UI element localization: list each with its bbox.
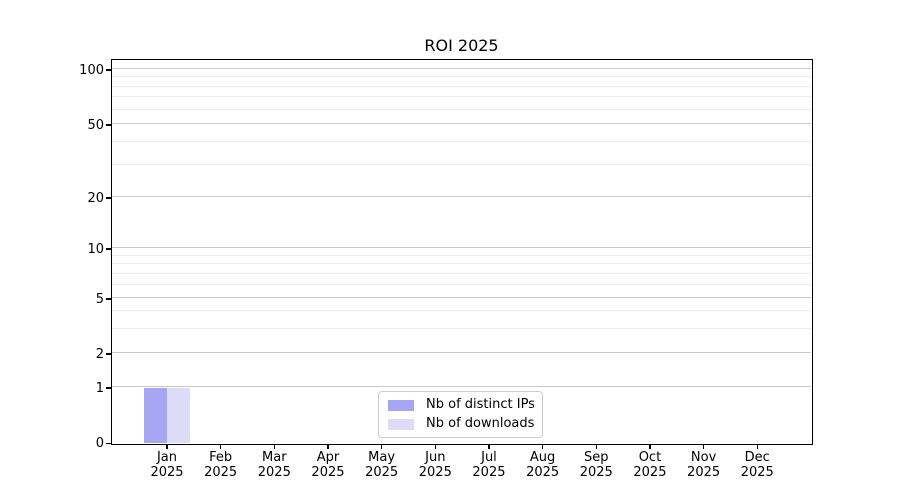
gridline-major bbox=[111, 123, 811, 124]
x-tick-label: Apr 2025 bbox=[288, 450, 368, 480]
x-tick-label-year: 2025 bbox=[311, 464, 345, 480]
y-tick bbox=[106, 442, 111, 445]
legend-row: Nb of distinct IPs bbox=[388, 397, 535, 412]
x-tick bbox=[273, 443, 276, 449]
gridline-minor bbox=[111, 140, 811, 142]
chart-title: ROI 2025 bbox=[424, 36, 499, 55]
legend-swatch bbox=[388, 399, 414, 411]
gridline-minor bbox=[111, 96, 811, 98]
x-tick-label: Mar 2025 bbox=[234, 450, 314, 480]
gridline-major bbox=[111, 196, 811, 197]
y-tick-label: 0 bbox=[95, 436, 104, 451]
gridline-minor bbox=[111, 327, 811, 329]
x-tick-label-year: 2025 bbox=[526, 464, 560, 480]
plot-area bbox=[110, 58, 813, 445]
y-tick bbox=[106, 298, 111, 300]
legend: Nb of distinct IPs Nb of downloads bbox=[378, 391, 543, 438]
y-tick-label: 1 bbox=[95, 380, 104, 396]
y-tick bbox=[106, 197, 111, 199]
x-tick-label: Dec 2025 bbox=[717, 450, 797, 480]
x-tick bbox=[541, 443, 544, 449]
x-tick-label-year: 2025 bbox=[150, 464, 184, 480]
x-tick-label: Jan 2025 bbox=[127, 450, 207, 480]
x-tick bbox=[434, 443, 437, 449]
y-tick-label: 20 bbox=[87, 190, 104, 206]
x-tick-label-year: 2025 bbox=[740, 464, 774, 480]
x-tick-label-year: 2025 bbox=[579, 464, 613, 480]
y-tick-label: 2 bbox=[95, 346, 104, 362]
y-tick-label: 10 bbox=[87, 241, 104, 257]
x-tick-label-month: Nov bbox=[690, 450, 717, 465]
x-tick-label: Feb 2025 bbox=[181, 450, 261, 480]
x-tick-label-year: 2025 bbox=[633, 464, 667, 480]
gridline-minor bbox=[111, 76, 811, 78]
gridline-minor bbox=[111, 254, 811, 256]
gridline-major bbox=[111, 297, 811, 298]
x-tick bbox=[327, 443, 329, 449]
legend-row: Nb of downloads bbox=[388, 416, 535, 431]
x-tick-label-month: Sep bbox=[584, 450, 609, 465]
gridline-major bbox=[111, 247, 811, 248]
gridline-minor bbox=[111, 310, 811, 312]
y-tick bbox=[106, 387, 111, 389]
x-tick-label-month: Jan bbox=[156, 450, 178, 465]
x-tick bbox=[488, 443, 490, 449]
gridline-major bbox=[111, 386, 811, 387]
gridline-minor bbox=[111, 283, 811, 285]
legend-label: Nb of downloads bbox=[426, 416, 535, 431]
x-tick-label-month: Jun bbox=[425, 450, 446, 465]
y-tick-label: 5 bbox=[95, 291, 104, 307]
x-tick-label-year: 2025 bbox=[687, 464, 721, 480]
x-tick bbox=[756, 443, 758, 449]
x-tick bbox=[219, 443, 222, 449]
x-tick-label-month: Dec bbox=[744, 450, 770, 465]
x-tick bbox=[166, 443, 168, 449]
y-tick-label: 50 bbox=[87, 117, 104, 133]
legend-swatch bbox=[388, 418, 414, 430]
bar bbox=[166, 387, 190, 443]
x-tick-label-month: May bbox=[368, 450, 396, 465]
x-tick-label-month: Feb bbox=[209, 450, 233, 465]
gridline-minor bbox=[111, 163, 811, 165]
x-tick-label: May 2025 bbox=[342, 450, 422, 480]
x-tick-label-month: Apr bbox=[316, 450, 340, 465]
x-tick-label-month: Mar bbox=[262, 450, 287, 465]
gridline-minor bbox=[111, 263, 811, 265]
y-tick bbox=[106, 69, 111, 71]
x-tick-label-year: 2025 bbox=[418, 464, 452, 480]
x-tick-label-month: Jul bbox=[481, 450, 497, 465]
legend-label: Nb of distinct IPs bbox=[426, 397, 535, 412]
x-tick-label: Oct 2025 bbox=[610, 450, 690, 480]
x-tick-label: Sep 2025 bbox=[556, 450, 636, 480]
x-tick-label: Jun 2025 bbox=[395, 450, 475, 480]
x-tick bbox=[649, 443, 651, 449]
y-tick bbox=[106, 353, 111, 355]
x-tick-label-year: 2025 bbox=[472, 464, 506, 480]
x-tick-label-year: 2025 bbox=[204, 464, 238, 480]
gridline-minor bbox=[111, 272, 811, 274]
x-tick bbox=[380, 443, 383, 449]
gridline-major bbox=[111, 68, 811, 69]
x-tick-label: Aug 2025 bbox=[503, 450, 583, 480]
x-tick bbox=[702, 443, 705, 449]
bar bbox=[143, 387, 167, 443]
y-tick-label: 100 bbox=[79, 62, 104, 78]
x-tick bbox=[595, 443, 598, 449]
gridline-minor bbox=[111, 108, 811, 110]
x-tick-label: Jul 2025 bbox=[449, 450, 529, 480]
x-tick-label-month: Oct bbox=[638, 450, 662, 465]
x-tick-label-month: Aug bbox=[529, 450, 556, 465]
x-tick-label-year: 2025 bbox=[257, 464, 291, 480]
x-tick-label-year: 2025 bbox=[365, 464, 399, 480]
gridline-major bbox=[111, 352, 811, 353]
y-tick bbox=[106, 124, 111, 126]
x-tick-label: Nov 2025 bbox=[664, 450, 744, 480]
gridline-minor bbox=[111, 85, 811, 87]
y-tick bbox=[106, 248, 111, 250]
